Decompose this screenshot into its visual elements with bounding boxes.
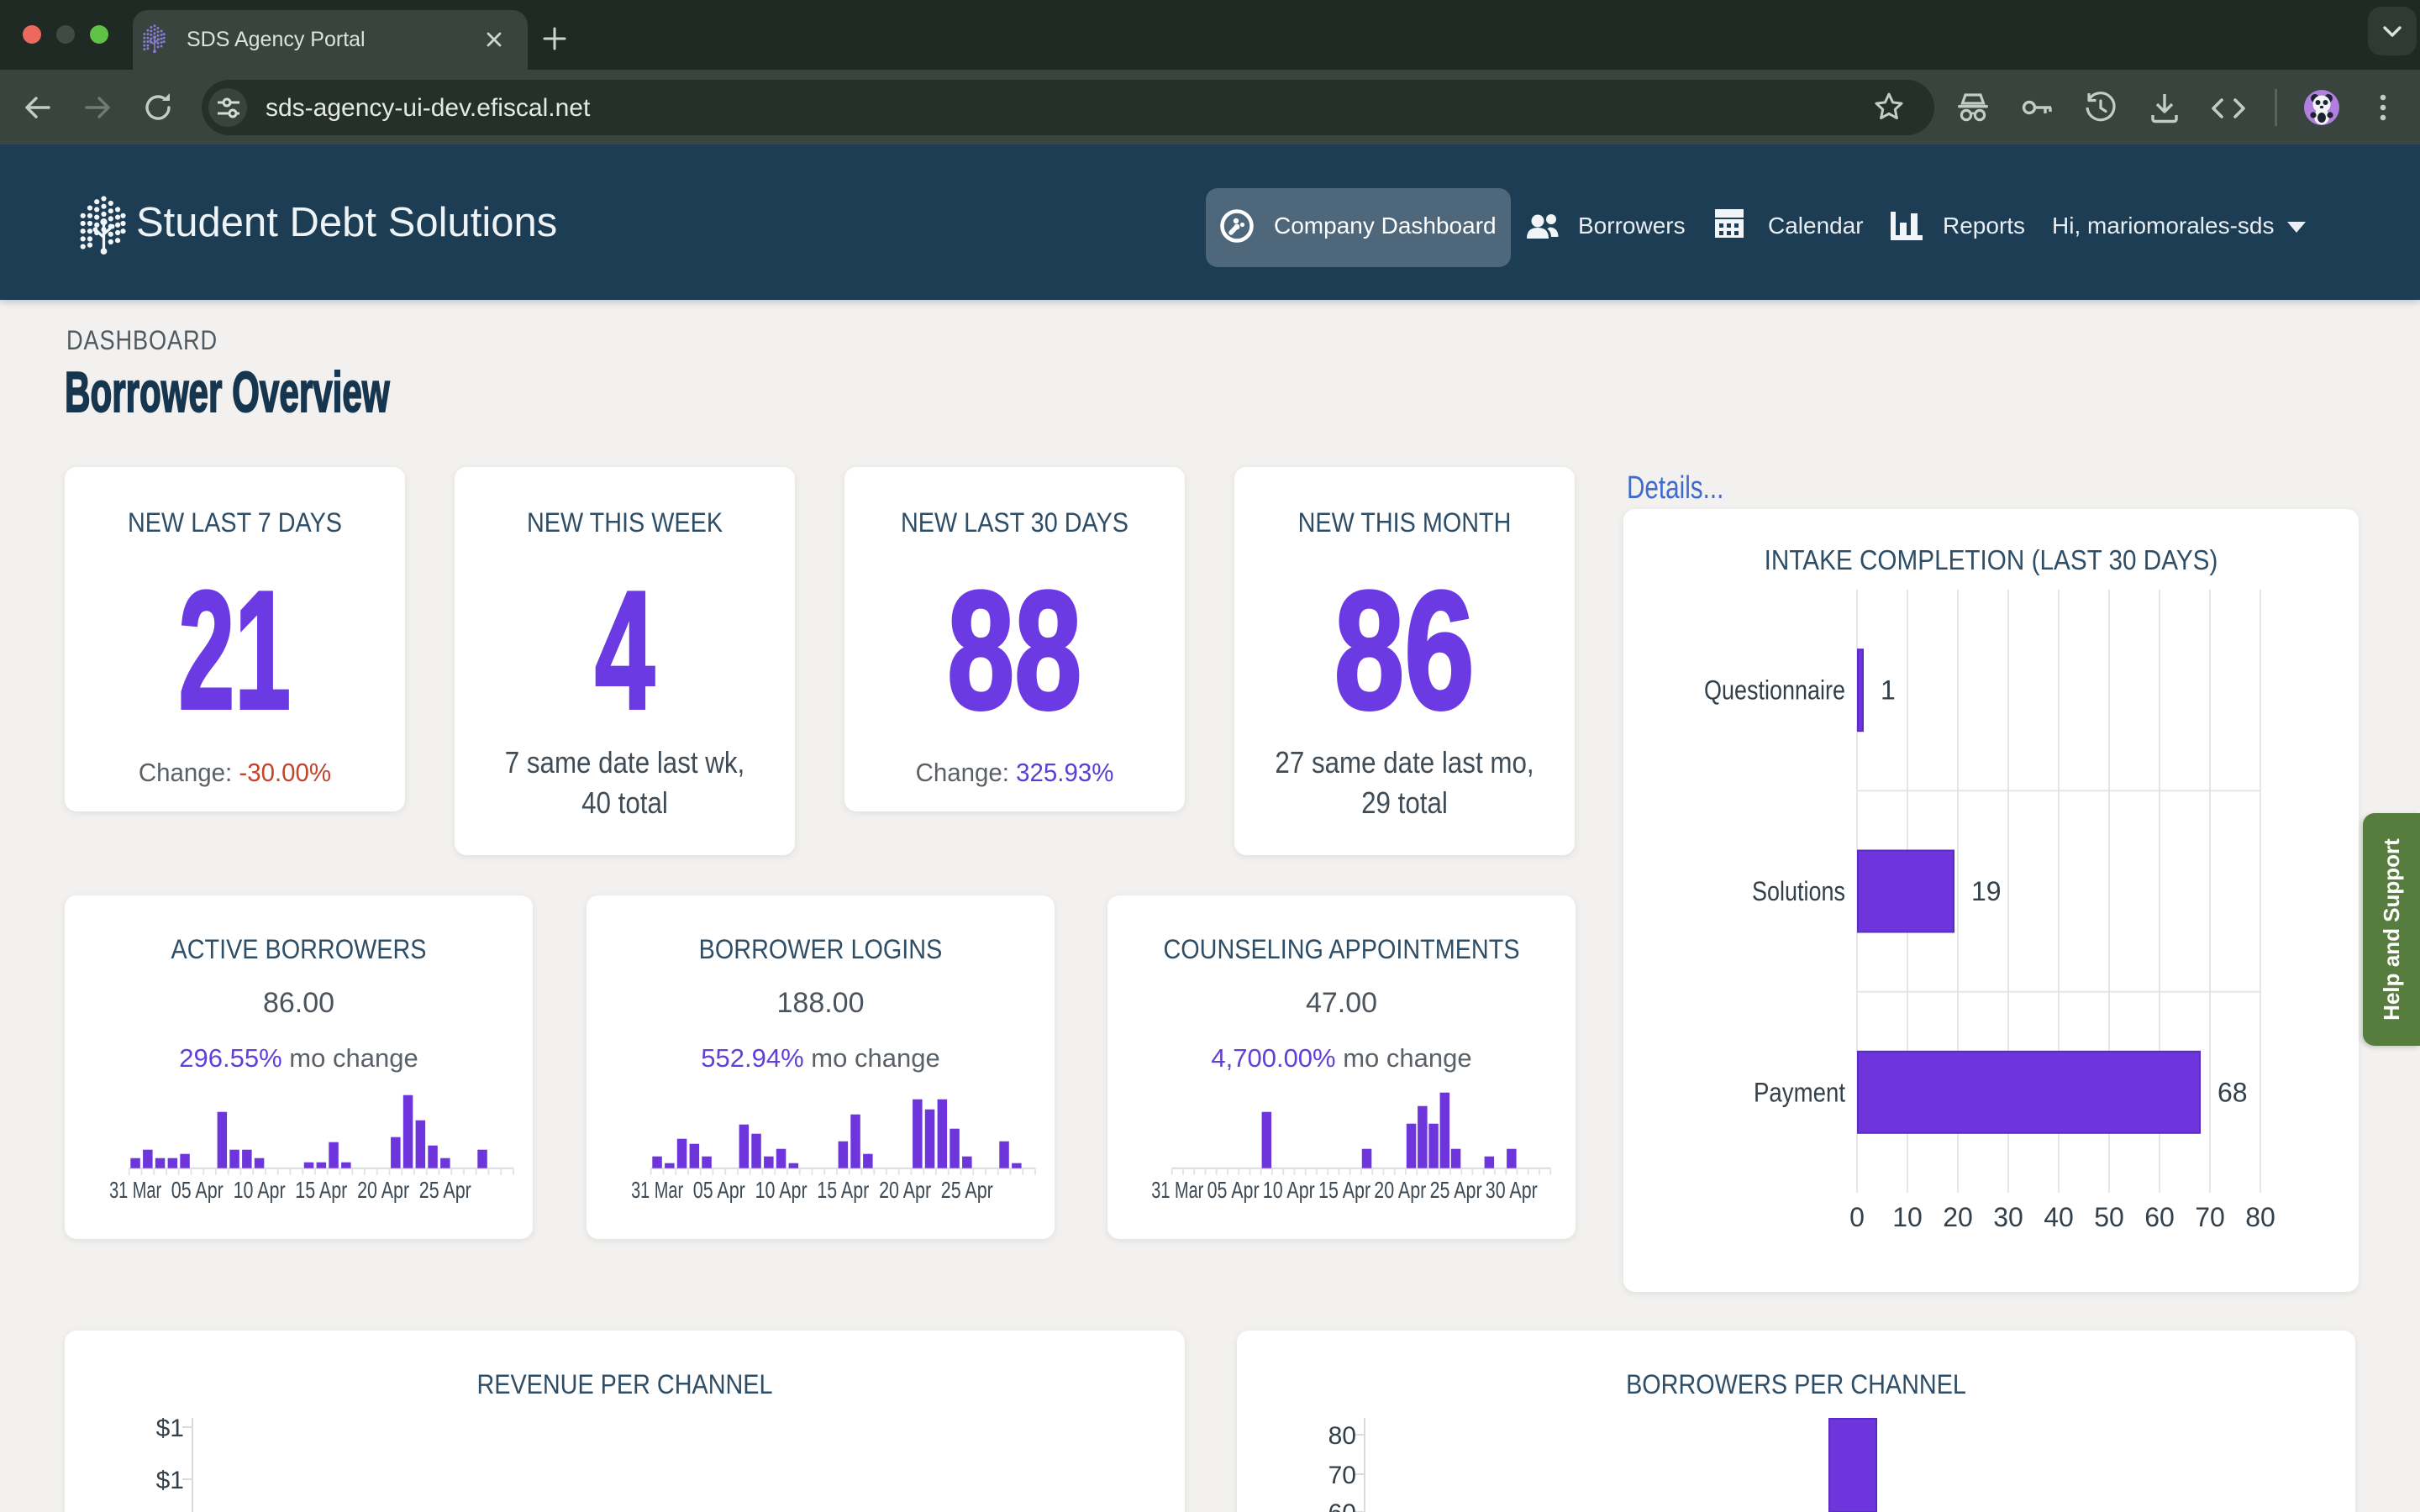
svg-text:60: 60 [2144, 1202, 2175, 1232]
svg-text:20 Apr: 20 Apr [879, 1177, 931, 1203]
svg-text:31 Mar: 31 Mar [1151, 1177, 1203, 1203]
svg-text:10 Apr: 10 Apr [755, 1177, 808, 1203]
svg-text:Payment: Payment [1754, 1077, 1845, 1107]
svg-text:30: 30 [1993, 1202, 2023, 1232]
svg-text:60: 60 [1328, 1499, 1356, 1512]
svg-text:20 Apr: 20 Apr [357, 1177, 409, 1203]
svg-text:10: 10 [1892, 1202, 1923, 1232]
svg-text:68: 68 [2217, 1077, 2248, 1107]
svg-text:25 Apr: 25 Apr [941, 1177, 993, 1203]
svg-text:31 Mar: 31 Mar [631, 1177, 683, 1203]
svg-text:Questionnaire: Questionnaire [1704, 675, 1845, 706]
svg-text:20 Apr: 20 Apr [1374, 1177, 1426, 1203]
svg-text:15 Apr: 15 Apr [817, 1177, 869, 1203]
svg-text:0: 0 [1849, 1202, 1865, 1232]
svg-text:70: 70 [1328, 1462, 1356, 1489]
svg-text:70: 70 [2195, 1202, 2225, 1232]
svg-text:15 Apr: 15 Apr [295, 1177, 347, 1203]
svg-text:25 Apr: 25 Apr [1430, 1177, 1482, 1203]
svg-text:10 Apr: 10 Apr [1263, 1177, 1315, 1203]
svg-text:80: 80 [2245, 1202, 2275, 1232]
svg-text:05 Apr: 05 Apr [1207, 1177, 1260, 1203]
svg-text:40: 40 [2044, 1202, 2074, 1232]
svg-text:10 Apr: 10 Apr [234, 1177, 286, 1203]
svg-text:25 Apr: 25 Apr [419, 1177, 471, 1203]
svg-text:31 Mar: 31 Mar [109, 1177, 161, 1203]
svg-text:$1: $1 [156, 1467, 184, 1494]
svg-text:19: 19 [1971, 876, 2002, 906]
svg-text:05 Apr: 05 Apr [171, 1177, 224, 1203]
svg-text:20: 20 [1943, 1202, 1973, 1232]
svg-text:05 Apr: 05 Apr [693, 1177, 745, 1203]
svg-text:Solutions: Solutions [1752, 876, 1845, 906]
svg-text:80: 80 [1328, 1422, 1356, 1450]
svg-text:1: 1 [1881, 675, 1896, 706]
svg-text:$1: $1 [156, 1415, 184, 1442]
svg-text:15 Apr: 15 Apr [1318, 1177, 1370, 1203]
svg-text:50: 50 [2094, 1202, 2124, 1232]
svg-text:30 Apr: 30 Apr [1486, 1177, 1538, 1203]
